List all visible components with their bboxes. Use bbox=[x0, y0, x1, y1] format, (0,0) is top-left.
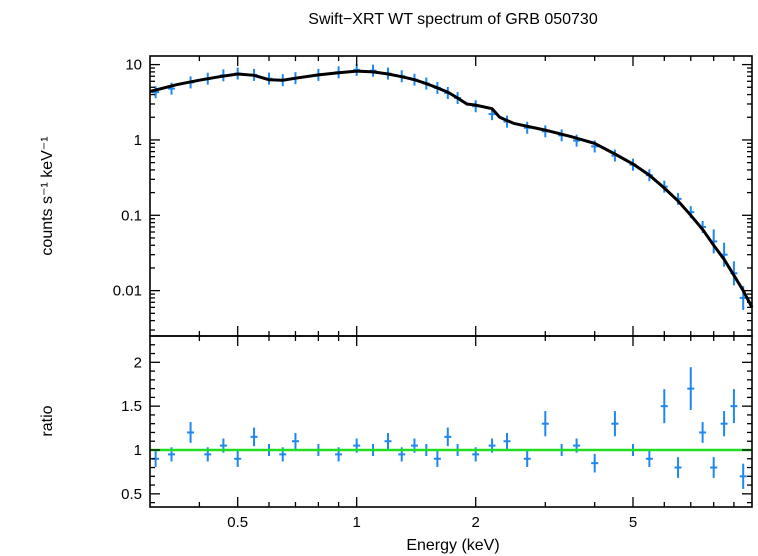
lower-y-tick-label: 1 bbox=[134, 442, 142, 459]
ratio-data-point bbox=[234, 450, 242, 467]
chart-title: Swift−XRT WT spectrum of GRB 050730 bbox=[308, 11, 598, 28]
lower-y-axis-label: ratio bbox=[39, 405, 56, 436]
lower-y-tick-label: 2 bbox=[134, 354, 142, 371]
ratio-data-point bbox=[444, 427, 452, 447]
ratio-data-point bbox=[503, 433, 511, 450]
upper-y-tick-label: 0.01 bbox=[113, 283, 142, 300]
lower-panel: 2 1.5 1 0.5 ratio bbox=[39, 335, 753, 508]
ratio-data-point bbox=[591, 453, 599, 473]
ratio-data-point bbox=[720, 411, 728, 437]
x-tick-label: 1 bbox=[353, 514, 361, 531]
ratio-data-point bbox=[710, 457, 718, 478]
lower-frame bbox=[149, 335, 753, 508]
ratio-data-point bbox=[541, 411, 549, 437]
lower-y-tick-label: 1.5 bbox=[121, 398, 142, 415]
ratio-data-point bbox=[433, 450, 441, 467]
ratio-data-point bbox=[523, 450, 531, 467]
x-tick-label: 0.5 bbox=[227, 514, 248, 531]
ratio-data-point bbox=[687, 367, 695, 411]
ratio-data-point bbox=[699, 422, 707, 443]
x-axis-label: Energy (keV) bbox=[406, 537, 499, 554]
x-ticks: 0.5 1 2 5 bbox=[198, 56, 735, 531]
ratio-data-point bbox=[384, 433, 392, 450]
upper-y-axis-label: counts s⁻¹ keV⁻¹ bbox=[39, 136, 56, 255]
upper-panel: 10 1 0.1 0.01 counts s⁻¹ keV⁻¹ bbox=[39, 55, 754, 337]
upper-y-tick-label: 10 bbox=[125, 57, 142, 74]
ratio-data-point bbox=[660, 389, 668, 424]
spectrum-data-point bbox=[152, 86, 160, 99]
model-curve bbox=[149, 69, 754, 309]
ratio-data-point bbox=[739, 463, 747, 489]
lower-y-tick-label: 0.5 bbox=[121, 486, 142, 503]
upper-frame bbox=[149, 55, 753, 337]
ratio-data-point bbox=[250, 427, 258, 447]
upper-y-ticks: 10 1 0.1 0.01 bbox=[113, 57, 752, 331]
lower-y-ticks: 2 1.5 1 0.5 bbox=[121, 344, 752, 504]
upper-y-tick-label: 0.1 bbox=[121, 207, 142, 224]
x-tick-label: 2 bbox=[472, 514, 480, 531]
ratio-data-point bbox=[611, 411, 619, 437]
upper-data-points bbox=[152, 63, 747, 310]
ratio-data-point bbox=[187, 422, 195, 443]
lower-ratio-points bbox=[152, 367, 747, 489]
upper-model-curve bbox=[149, 69, 754, 309]
ratio-data-point bbox=[645, 450, 653, 467]
upper-y-tick-label: 1 bbox=[134, 132, 142, 149]
ratio-data-point bbox=[730, 389, 738, 424]
spectrum-data-point bbox=[573, 134, 581, 147]
x-tick-label: 5 bbox=[629, 514, 637, 531]
ratio-data-point bbox=[674, 457, 682, 478]
ratio-data-point bbox=[291, 433, 299, 450]
